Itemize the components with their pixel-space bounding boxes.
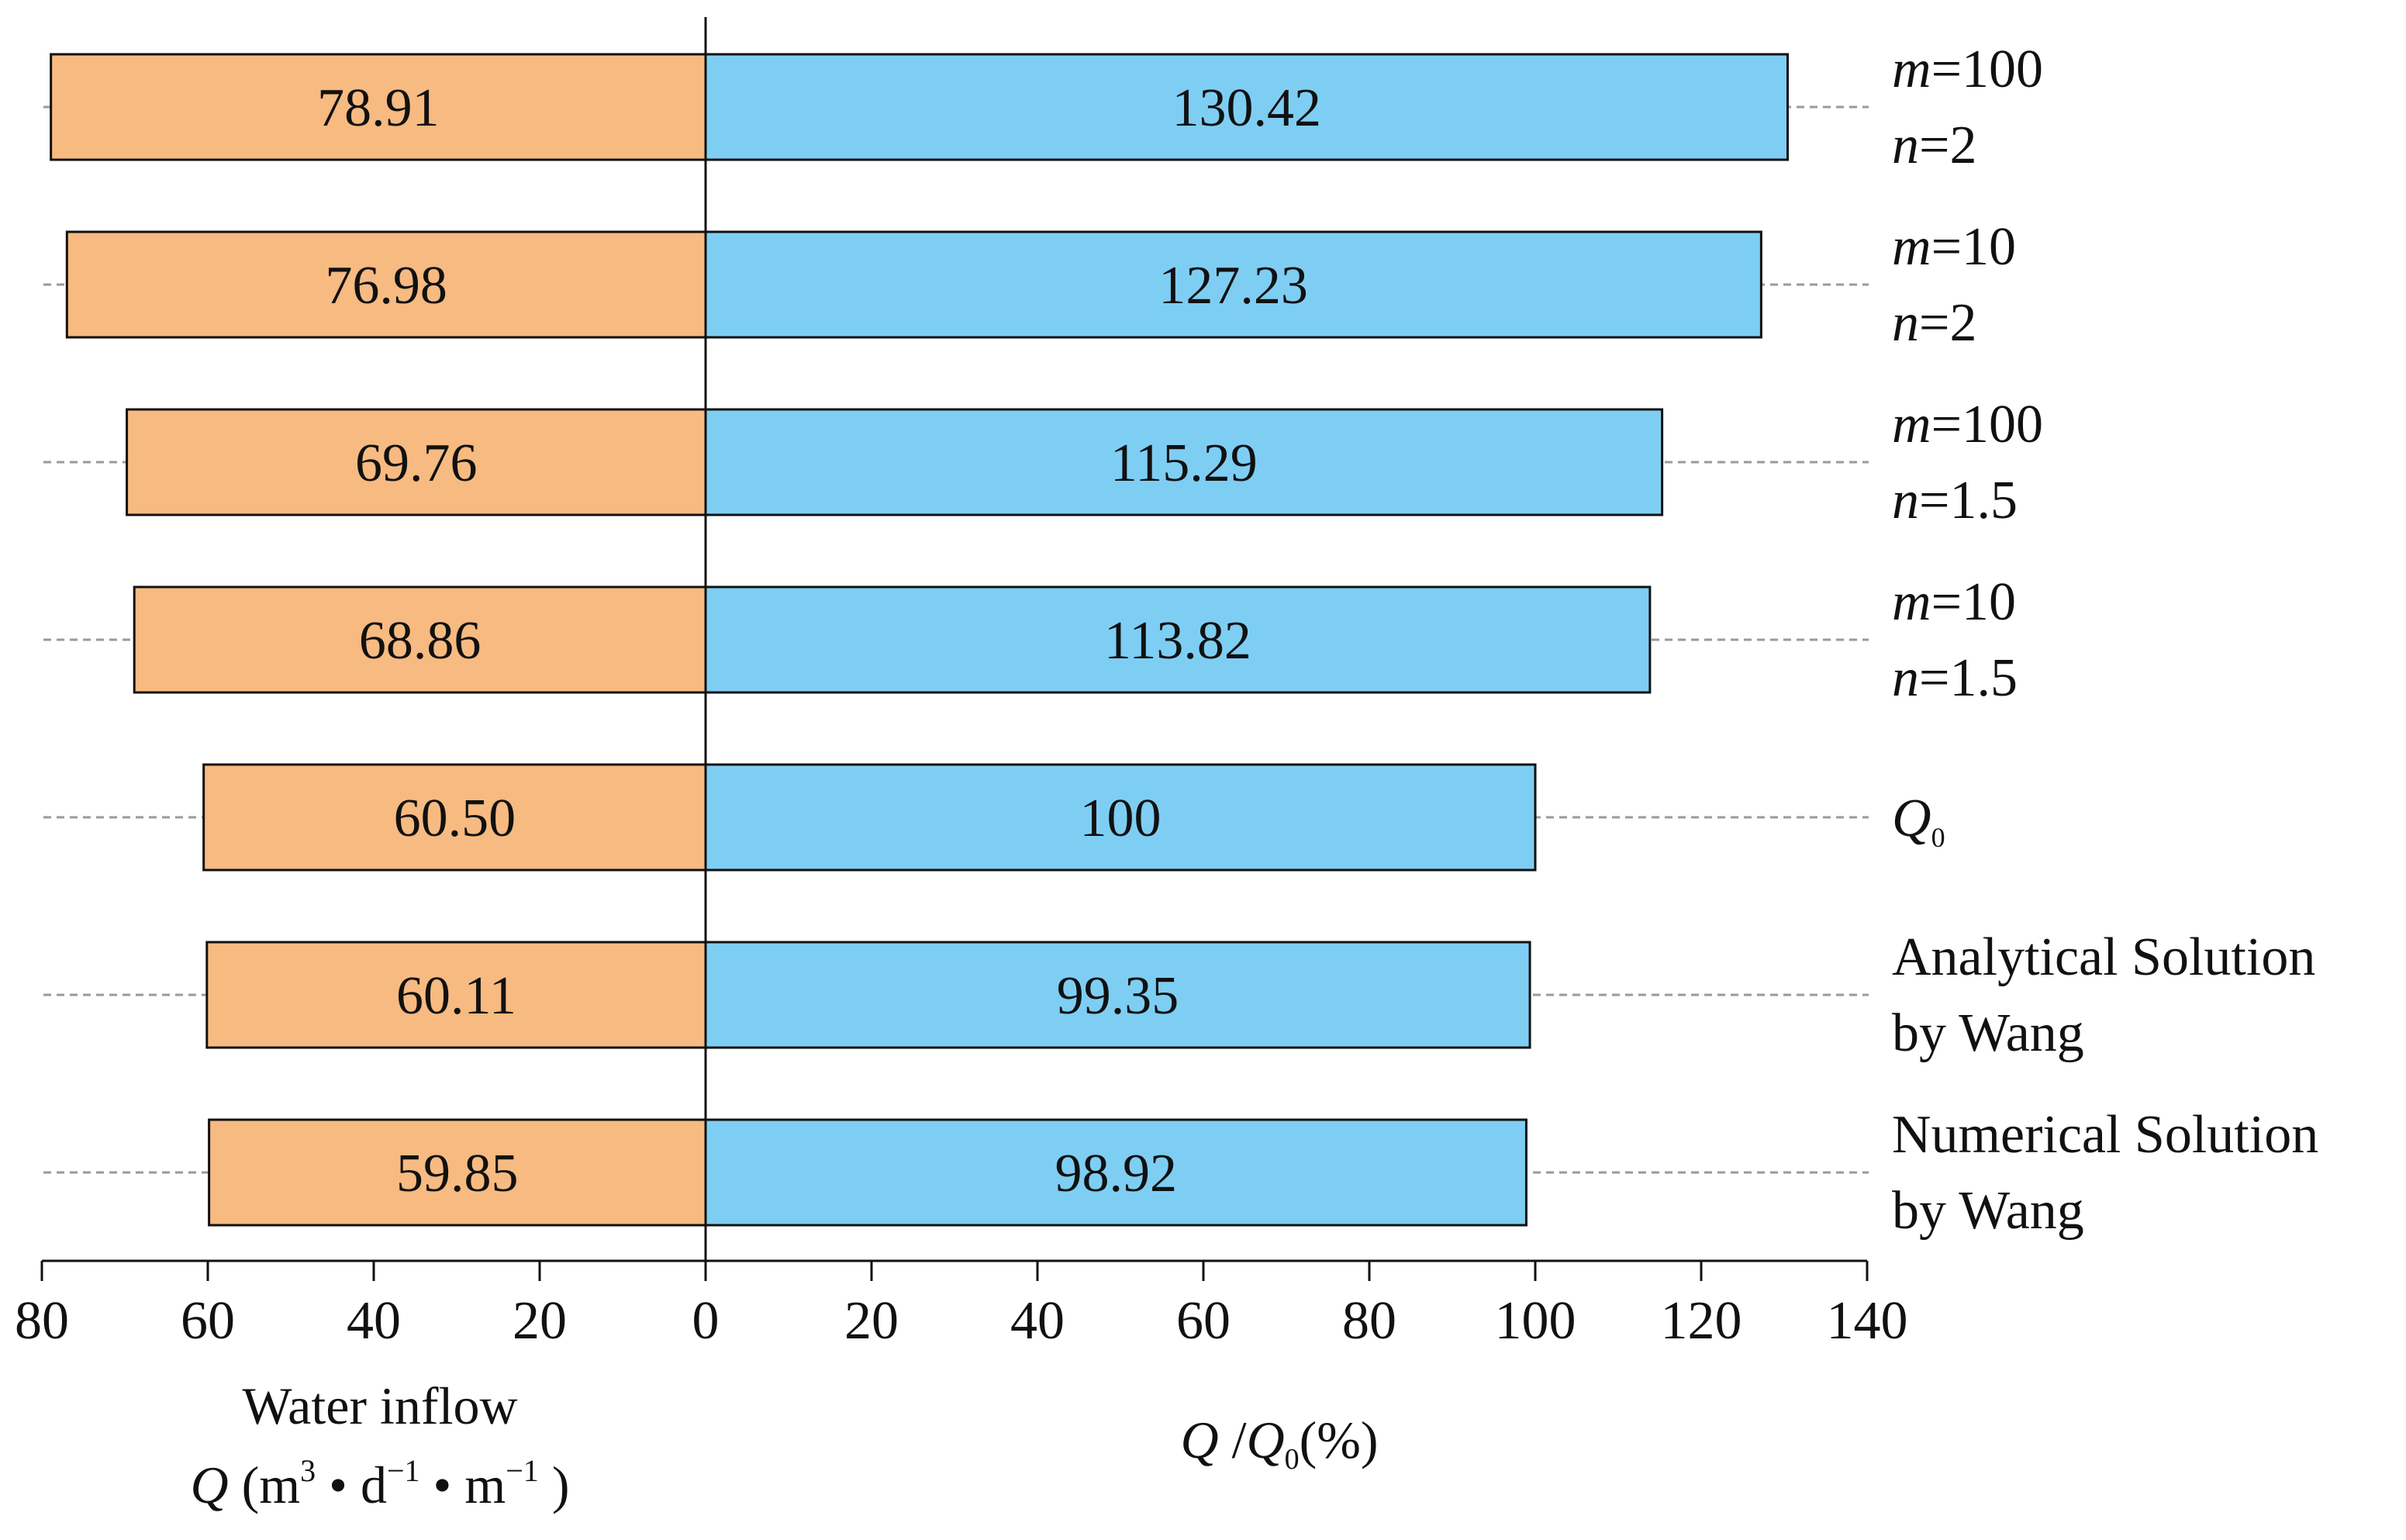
x-tick-label: 20 [844, 1291, 899, 1351]
bar-left [205, 941, 707, 1049]
category-label: n=1.5 [1892, 471, 2018, 530]
x-axis: 80 60 40 20 0 20 40 60 80 100 120 140 [15, 17, 1908, 1351]
value-label-left: 69.76 [355, 433, 478, 493]
left-axis-title-line2: Q (m3 • d−1 • m−1 ) [191, 1453, 570, 1514]
bar-right [704, 585, 1652, 694]
bar-left [202, 763, 707, 872]
category-label: m=100 [1892, 395, 2043, 454]
bar-right [704, 763, 1537, 872]
value-labels: 78.91 130.42 76.98 127.23 69.76 115.29 68.86 11… [317, 78, 1321, 1203]
value-label-left: 76.98 [325, 256, 447, 316]
category-label: by Wang [1892, 1181, 2084, 1241]
bar-right [704, 941, 1531, 1049]
value-label-right: 100 [1080, 789, 1162, 848]
bar-right [704, 1118, 1527, 1227]
category-label: n=1.5 [1892, 648, 2018, 708]
category-label: m=10 [1892, 217, 2016, 277]
x-tick-label: 120 [1661, 1291, 1742, 1351]
x-tick-label: 40 [1010, 1291, 1065, 1351]
right-bars [704, 53, 1789, 1227]
bar-left [65, 230, 707, 339]
category-label: m=10 [1892, 572, 2016, 632]
value-label-right: 115.29 [1110, 433, 1258, 493]
x-tick-label: 0 [692, 1291, 720, 1351]
value-label-left: 59.85 [396, 1144, 519, 1203]
left-axis-title-line1: Water inflow [242, 1376, 517, 1435]
x-tick-label: 60 [181, 1291, 235, 1351]
x-tick-label: 20 [513, 1291, 567, 1351]
x-tick-label: 80 [1342, 1291, 1396, 1351]
category-label: by Wang [1892, 1003, 2084, 1063]
value-label-left: 60.50 [394, 789, 516, 848]
category-labels: m=100 n=2 m=10 n=2 m=100 n=1.5 m=10 n=1.5 Q0 Anal… [1892, 40, 2318, 1241]
category-label: Numerical Solution [1892, 1105, 2318, 1165]
value-label-left: 60.11 [396, 966, 516, 1026]
left-bars [50, 53, 707, 1227]
bar-right [704, 53, 1789, 161]
x-tick-label: 60 [1176, 1291, 1231, 1351]
category-label: Analytical Solution [1892, 927, 2315, 987]
value-label-right: 113.82 [1104, 611, 1251, 671]
category-label: m=100 [1892, 40, 2043, 99]
value-label-right: 99.35 [1057, 966, 1179, 1026]
x-tick-label: 80 [15, 1291, 69, 1351]
x-tick-label: 100 [1495, 1291, 1576, 1351]
category-label: Q0 [1892, 789, 1945, 853]
value-label-left: 68.86 [359, 611, 482, 671]
category-label: n=2 [1892, 116, 1976, 175]
value-label-left: 78.91 [317, 78, 440, 138]
category-label: n=2 [1892, 293, 1976, 353]
bar-left [50, 53, 707, 161]
value-label-right: 98.92 [1055, 1144, 1177, 1203]
value-label-right: 130.42 [1172, 78, 1321, 138]
x-tick-label: 40 [347, 1291, 401, 1351]
value-label-right: 127.23 [1158, 256, 1308, 316]
right-axis-title: Q /Q0(%) [1180, 1411, 1378, 1476]
bar-right [704, 408, 1664, 516]
bar-left [126, 408, 707, 516]
x-tick-label: 140 [1827, 1291, 1908, 1351]
bar-left [133, 585, 707, 694]
